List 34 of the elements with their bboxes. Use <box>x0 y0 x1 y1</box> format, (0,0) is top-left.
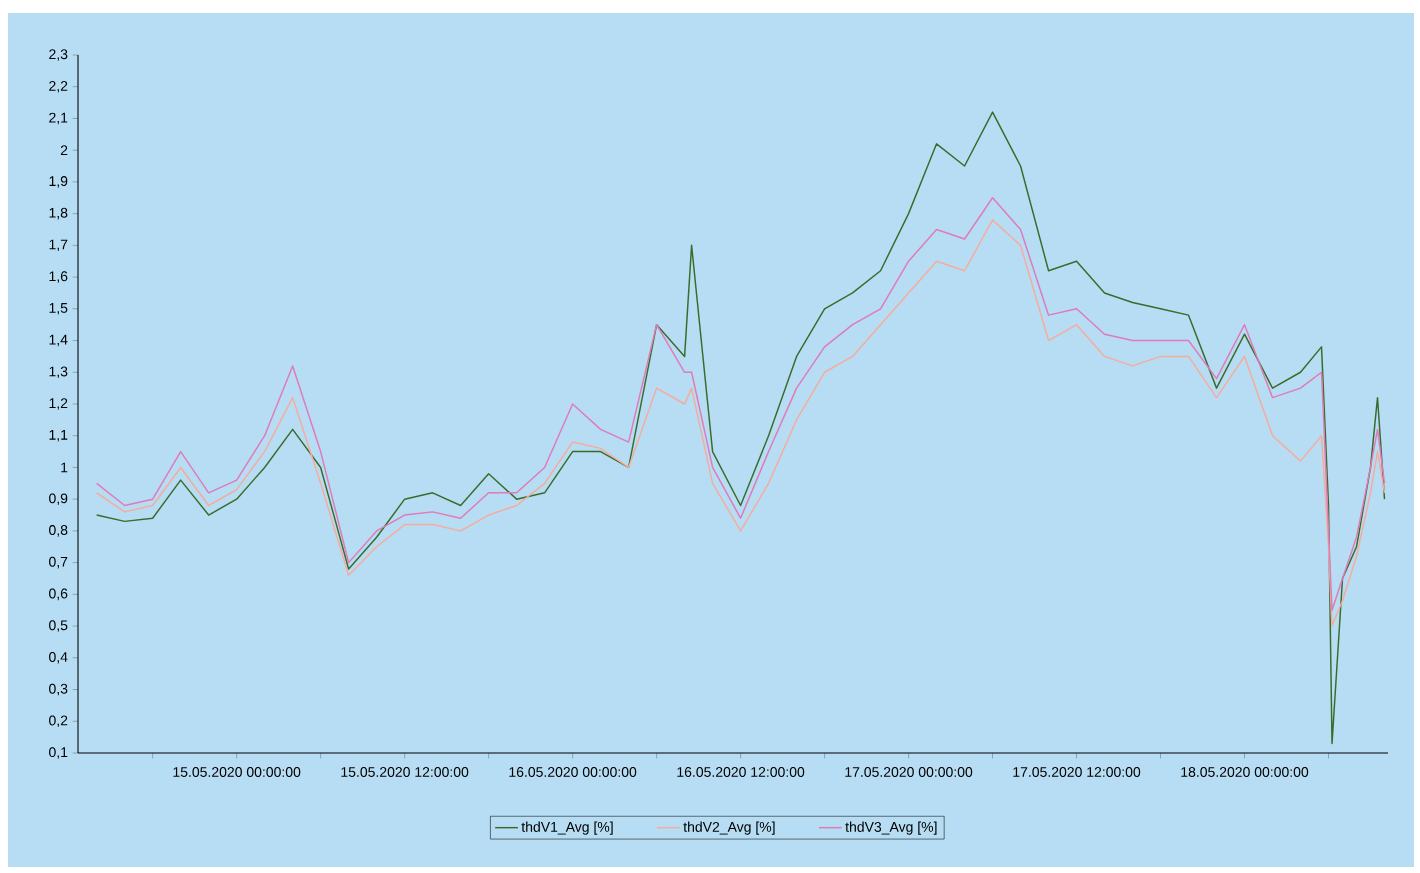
y-tick-label: 1,6 <box>49 271 68 283</box>
y-tick-label: 2 <box>60 145 68 156</box>
y-tick-label: 0,5 <box>49 620 68 632</box>
y-tick-label: 1,4 <box>49 334 68 347</box>
x-tick-label: 18.05.2020 00:00:00 <box>1181 767 1309 777</box>
y-tick-label: 1,7 <box>49 239 68 252</box>
line-series <box>95 111 1386 745</box>
y-tick-label: 0,4 <box>49 652 68 664</box>
y-tick-label: 0,1 <box>49 747 68 759</box>
x-tick-label: 16.05.2020 12:00:00 <box>677 767 805 777</box>
x-tick-label: 17.05.2020 00:00:00 <box>845 767 973 777</box>
y-tick-label: 2,3 <box>49 49 68 61</box>
x-tick-label: 15.05.2020 12:00:00 <box>341 767 469 777</box>
y-tick-label: 0,2 <box>49 715 68 728</box>
y-tick-label: 0,6 <box>49 588 68 601</box>
legend-label: thdV2_Avg [%] <box>683 821 775 835</box>
y-tick-label: 1,3 <box>49 366 68 379</box>
y-tick-label: 2,1 <box>49 112 68 125</box>
y-tick-label: 1,2 <box>49 398 68 410</box>
y-tick-label: 0,3 <box>49 683 68 696</box>
y-tick-label: 1,8 <box>49 207 68 220</box>
y-tick-label: 1,5 <box>49 303 68 315</box>
y-tick-label: 0,8 <box>49 525 68 537</box>
y-tick-label: 0,9 <box>49 493 68 505</box>
y-tick-label: 1,9 <box>49 176 68 188</box>
y-tick-label: 1,1 <box>49 430 68 442</box>
x-tick-label: 16.05.2020 00:00:00 <box>509 767 637 777</box>
y-tick-label: 1 <box>61 462 68 473</box>
legend-label: thdV1_Avg [%] <box>521 821 613 835</box>
x-tick-label: 17.05.2020 12:00:00 <box>1013 767 1141 777</box>
y-tick-label: 2,2 <box>49 80 68 93</box>
x-tick-label: 15.05.2020 00:00:00 <box>173 767 301 777</box>
legend-label: thdV3_Avg [%] <box>845 821 937 835</box>
y-tick-label: 0,7 <box>49 556 68 569</box>
